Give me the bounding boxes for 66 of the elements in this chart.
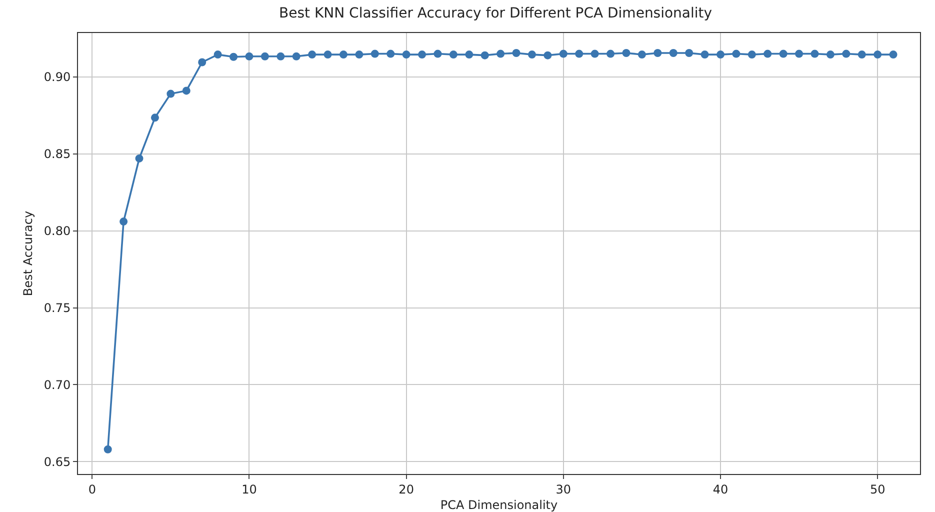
point	[449, 50, 458, 59]
point	[544, 51, 552, 60]
point	[874, 50, 882, 59]
point	[386, 50, 395, 58]
point	[339, 50, 348, 59]
point	[434, 50, 442, 58]
point	[292, 52, 300, 60]
point	[590, 50, 599, 58]
point	[669, 49, 678, 58]
point	[889, 50, 898, 59]
y-tick-label: 0.70	[44, 378, 71, 392]
point	[842, 50, 850, 58]
point	[732, 50, 740, 58]
x-tick-label: 10	[242, 482, 257, 496]
y-tick-label: 0.65	[44, 454, 71, 469]
point	[355, 50, 364, 59]
x-tick-label: 50	[870, 482, 886, 496]
point	[559, 50, 568, 58]
point	[795, 50, 804, 58]
point	[276, 52, 285, 60]
point	[260, 52, 269, 60]
point	[764, 50, 772, 58]
point	[245, 52, 254, 60]
point	[528, 50, 536, 59]
point	[150, 114, 159, 122]
point	[575, 50, 584, 58]
point	[654, 49, 662, 58]
point	[826, 50, 834, 59]
point	[214, 50, 222, 59]
point	[638, 50, 646, 59]
x-tick-label: 30	[556, 482, 572, 496]
point	[480, 51, 489, 60]
point	[496, 50, 505, 58]
point	[324, 50, 332, 59]
point	[120, 218, 128, 226]
point	[716, 50, 724, 59]
point	[230, 52, 238, 61]
chart-title: Best KNN Classifier Accuracy for Different PCA Dimensionality	[279, 5, 712, 22]
x-tick-label: 0	[88, 482, 96, 496]
point	[748, 50, 756, 59]
y-tick-label: 0.90	[44, 70, 71, 84]
x-axis-title: PCA Dimensionality	[440, 498, 558, 512]
point	[700, 50, 709, 59]
point	[685, 49, 694, 58]
point	[370, 50, 379, 58]
x-tick-label: 40	[712, 482, 728, 496]
point	[606, 50, 615, 58]
y-tick-label: 0.85	[44, 147, 71, 162]
point	[512, 49, 520, 58]
point	[465, 50, 474, 59]
point	[622, 49, 630, 58]
point	[135, 154, 144, 162]
y-tick-label: 0.75	[44, 300, 71, 315]
point	[104, 445, 112, 454]
y-axis-title: Best Accuracy	[21, 210, 36, 296]
y-tick-label: 0.80	[44, 224, 71, 238]
x-tick-label: 20	[398, 482, 414, 496]
point	[402, 50, 410, 59]
point	[810, 50, 819, 58]
point	[779, 50, 788, 58]
point	[198, 58, 206, 66]
point	[182, 86, 190, 95]
point	[418, 50, 426, 59]
point	[858, 50, 866, 59]
point	[166, 90, 175, 98]
point	[308, 50, 316, 59]
